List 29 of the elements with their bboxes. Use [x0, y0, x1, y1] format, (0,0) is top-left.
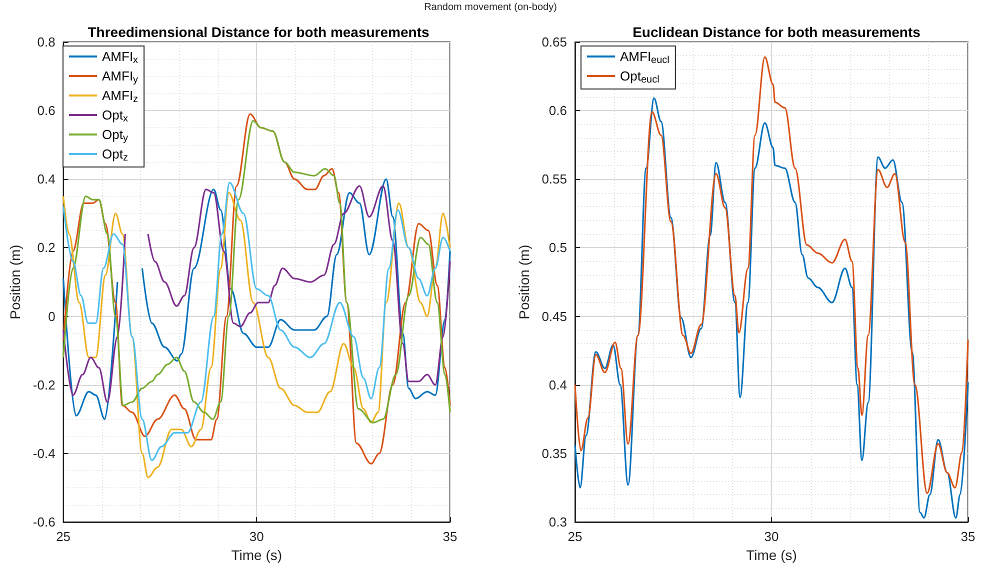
y-tick-label: 0.4 [548, 377, 567, 392]
chart-title: Euclidean Distance for both measurements [632, 24, 921, 40]
x-tick-label: 35 [960, 529, 976, 544]
x-tick-label: 35 [442, 529, 458, 544]
y-tick-label: -0.6 [32, 514, 56, 530]
y-tick-label: 0.55 [542, 172, 567, 187]
chart-title: Threedimensional Distance for both measurements [88, 24, 430, 40]
y-tick-label: -0.4 [32, 446, 56, 461]
x-axis-title: Time (s) [746, 546, 797, 563]
x-axis-title: Time (s) [231, 546, 282, 563]
y-tick-label: -0.2 [32, 377, 56, 392]
y-tick-label: 0.65 [542, 34, 567, 50]
y-tick-label: 0.6 [37, 103, 56, 118]
y-tick-label: 0.6 [548, 103, 567, 118]
y-tick-label: 0.45 [542, 308, 567, 324]
x-tick-label: 25 [56, 529, 71, 544]
y-tick-label: 0.8 [37, 34, 56, 50]
y-tick-label: 0 [48, 308, 56, 324]
y-axis-title: Position (m) [7, 244, 23, 320]
y-axis-title: Position (m) [516, 244, 532, 320]
y-tick-label: 0.3 [548, 514, 567, 530]
x-tick-label: 30 [249, 529, 264, 544]
x-tick-label: 30 [764, 529, 779, 544]
y-tick-label: 0.2 [37, 240, 56, 256]
y-tick-label: 0.4 [37, 172, 56, 187]
x-tick-label: 25 [568, 529, 582, 544]
text: Random movement (on-body) [423, 2, 558, 13]
y-tick-label: 0.35 [542, 446, 567, 461]
y-tick-label: 0.5 [548, 240, 567, 256]
